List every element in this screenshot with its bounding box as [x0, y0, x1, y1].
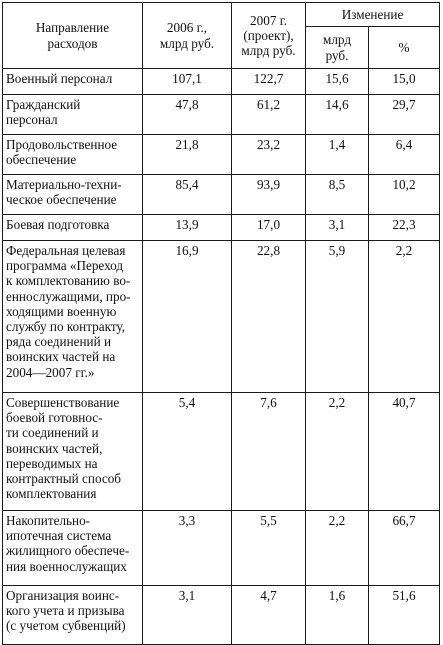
row-change-pct: 51,6 [368, 585, 440, 645]
row-change-abs: 1,6 [305, 585, 369, 645]
row-value-2007: 7,6 [231, 392, 306, 511]
row-value-2007: 23,2 [231, 134, 306, 175]
row-change-pct: 6,4 [368, 134, 440, 175]
row-name: Федеральная целевая программа «Переход к к… [2, 240, 143, 393]
row-value-2007: 4,7 [231, 585, 306, 645]
header-row-bottom: млрд руб. % [3, 26, 440, 69]
row-change-abs: 14,6 [305, 94, 369, 135]
table-row: Совершенствование боевой готовнос-ти соед… [2, 392, 440, 511]
row-value-2006: 21,8 [142, 134, 232, 175]
header-change-abs: млрд руб. [305, 26, 369, 69]
header-direction: Направление расходов [2, 2, 143, 69]
table-row: Военный персонал 107,1 122,7 15,6 15,0 [2, 68, 440, 95]
table-row: Федеральная целевая программа «Переход к к… [2, 240, 440, 393]
row-name: Боевая подготовка [2, 214, 143, 241]
header-change-pct: % [368, 26, 440, 69]
table-row: Боевая подготовка 13,9 17,0 3,1 22,3 [2, 214, 440, 241]
row-value-2006: 13,9 [142, 214, 232, 241]
table-row: Организация воинс-кого учета и призыва (с… [2, 585, 440, 645]
table-row: Накопительно-ипотечная система жилищного … [2, 510, 440, 586]
row-name: Организация воинс-кого учета и призыва (с… [2, 585, 143, 645]
row-change-pct: 10,2 [368, 174, 440, 215]
row-value-2006: 107,1 [142, 68, 232, 95]
row-name: Продовольственное обеспечение [2, 134, 143, 175]
row-value-2006: 5,4 [142, 392, 232, 511]
row-change-abs: 1,4 [305, 134, 369, 175]
row-change-pct: 29,7 [368, 94, 440, 135]
row-value-2007: 61,2 [231, 94, 306, 135]
row-change-pct: 40,7 [368, 392, 440, 511]
row-value-2007: 122,7 [231, 68, 306, 95]
header-row-top: Направление расходов 2006 г., млрд руб. 20… [2, 2, 440, 69]
row-change-abs: 8,5 [305, 174, 369, 215]
row-value-2006: 47,8 [142, 94, 232, 135]
table-row: Гражданский персонал 47,8 61,2 14,6 29,7 [2, 94, 440, 135]
table-row: Материально-техни-ческое обеспечение 85,4… [2, 174, 440, 215]
row-change-pct: 15,0 [368, 68, 440, 95]
row-value-2006: 85,4 [142, 174, 232, 215]
row-name: Материально-техни-ческое обеспечение [2, 174, 143, 215]
row-change-abs: 2,2 [305, 392, 369, 511]
row-change-abs: 3,1 [305, 214, 369, 241]
row-value-2006: 3,3 [142, 510, 232, 586]
row-name: Военный персонал [2, 68, 143, 95]
header-change: Изменение [305, 2, 440, 27]
row-name: Совершенствование боевой готовнос-ти соед… [2, 392, 143, 511]
row-value-2006: 3,1 [142, 585, 232, 645]
row-name: Накопительно-ипотечная система жилищного … [2, 510, 143, 586]
row-change-abs: 5,9 [305, 240, 369, 393]
table-row: Продовольственное обеспечение 21,8 23,2 1,4 6… [2, 134, 440, 175]
header-2007: 2007 г. (проект), млрд руб. [231, 2, 306, 69]
row-value-2007: 22,8 [231, 240, 306, 393]
row-change-pct: 66,7 [368, 510, 440, 586]
row-change-pct: 22,3 [368, 214, 440, 241]
row-change-abs: 2,2 [305, 510, 369, 586]
row-value-2007: 93,9 [231, 174, 306, 215]
row-value-2006: 16,9 [142, 240, 232, 393]
row-change-abs: 15,6 [305, 68, 369, 95]
row-name: Гражданский персонал [2, 94, 143, 135]
row-change-pct: 2,2 [368, 240, 440, 393]
table-body: Военный персонал 107,1 122,7 15,6 15,0 Гражда… [2, 68, 440, 645]
row-value-2007: 17,0 [231, 214, 306, 241]
row-value-2007: 5,5 [231, 510, 306, 586]
header-2006: 2006 г., млрд руб. [142, 2, 232, 69]
